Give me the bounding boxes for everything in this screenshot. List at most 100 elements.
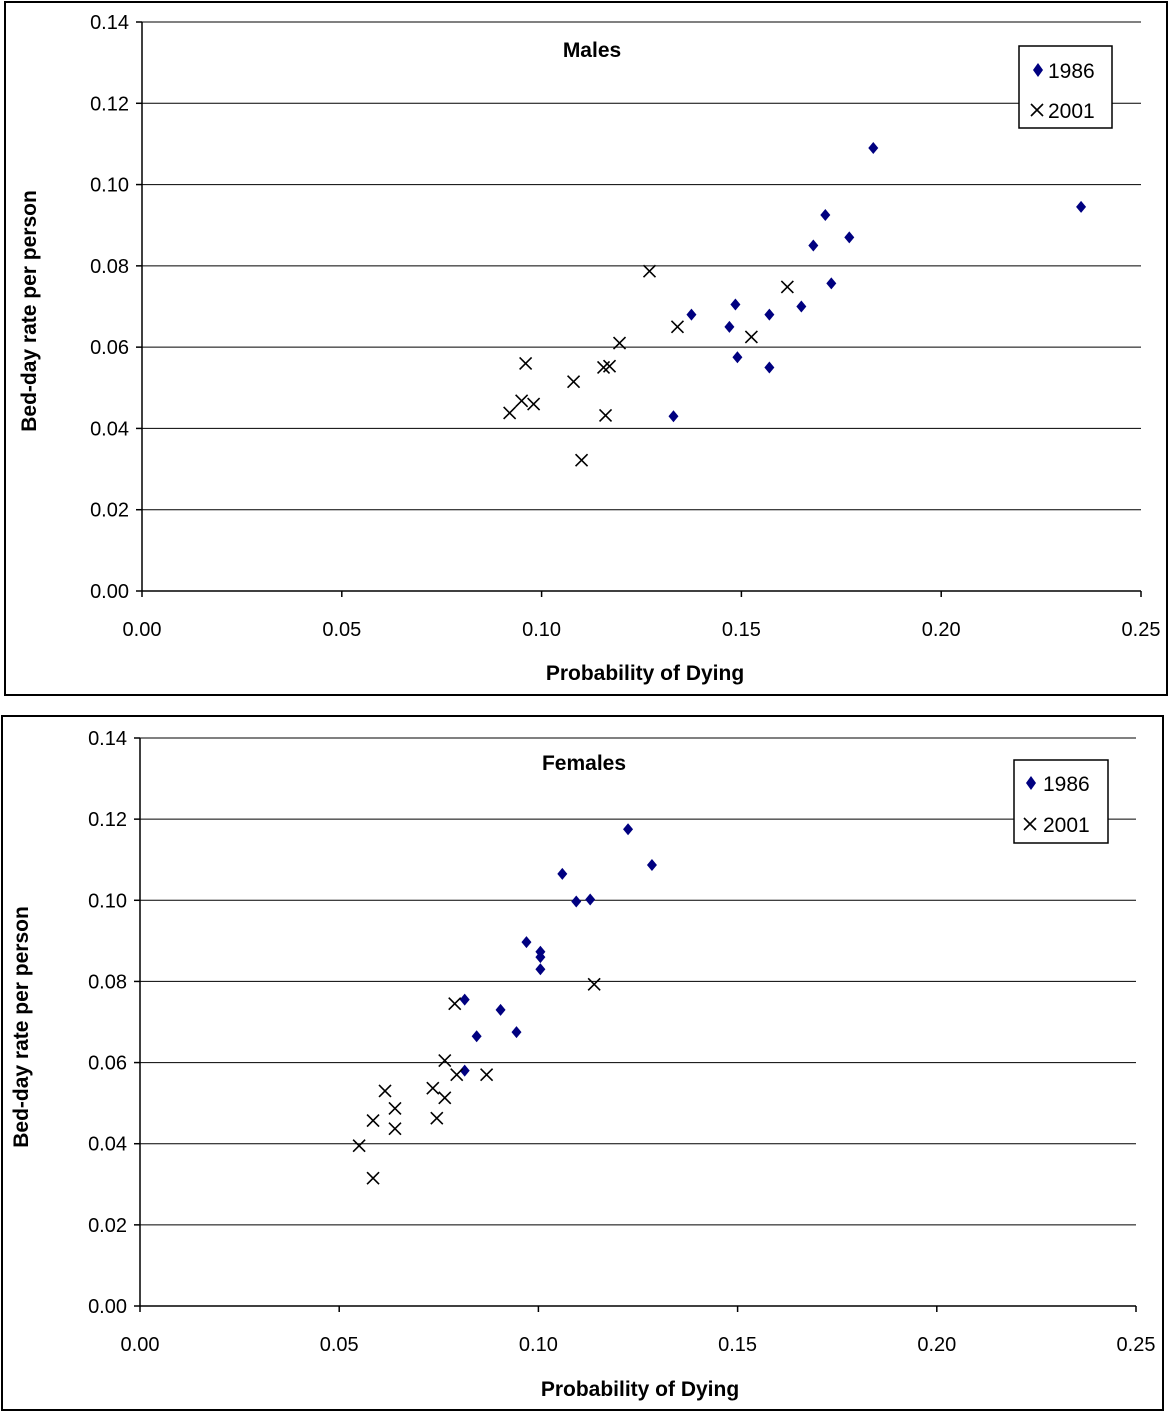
- point-1986-males: [686, 308, 697, 321]
- y-tick-label-females: 0.00: [88, 1296, 127, 1318]
- point-2001-males: [574, 453, 589, 467]
- point-2001-males: [642, 264, 657, 278]
- point-1986-males: [724, 320, 735, 333]
- y-tick-label-females: 0.04: [88, 1134, 127, 1156]
- x-tick-label-females: 0.10: [519, 1334, 558, 1356]
- point-1986-females: [535, 951, 546, 964]
- point-2001-females: [438, 1053, 452, 1068]
- point-2001-males: [670, 320, 685, 334]
- point-2001-males: [515, 394, 529, 408]
- point-2001-females: [388, 1122, 402, 1136]
- point-2001-males: [744, 330, 758, 344]
- point-2001-females: [426, 1081, 440, 1095]
- y-tick-label-males: 0.02: [90, 500, 129, 522]
- y-tick-label-males: 0.08: [90, 256, 129, 278]
- point-2001-females: [430, 1111, 444, 1125]
- point-1986-females: [646, 858, 657, 871]
- x-tick-label-males: 0.20: [922, 619, 961, 641]
- x-axis-title-females: Probability of Dying: [541, 1378, 739, 1401]
- point-2001-males: [567, 375, 581, 389]
- point-1986-females: [623, 823, 634, 836]
- point-2001-females: [450, 1068, 464, 1082]
- point-1986-males: [732, 351, 743, 364]
- x-tick-label-females: 0.05: [320, 1334, 359, 1356]
- point-1986-females: [459, 993, 470, 1006]
- point-1986-males: [808, 239, 819, 252]
- point-1986-females: [511, 1026, 522, 1039]
- y-tick-label-males: 0.12: [90, 93, 129, 115]
- y-tick-label-females: 0.10: [88, 890, 127, 912]
- y-axis-title-males: Bed-day rate per person: [18, 190, 41, 432]
- x-tick-label-females: 0.15: [718, 1334, 757, 1356]
- point-2001-females: [438, 1091, 452, 1105]
- y-tick-labels-females: 0.00 0.02 0.04 0.06 0.08 0.10 0.12 0.14: [88, 728, 140, 1318]
- y-tick-label-males: 0.06: [90, 337, 129, 359]
- chart-title-females: Females: [542, 752, 626, 775]
- y-tick-label-males: 0.04: [90, 418, 129, 440]
- y-tick-labels-males: 0.00 0.02 0.04 0.06 0.08 0.10 0.12 0.14: [90, 12, 142, 603]
- x-tick-label-females: 0.00: [121, 1334, 160, 1356]
- point-2001-females: [366, 1171, 380, 1185]
- y-tick-label-females: 0.14: [88, 728, 127, 750]
- point-2001-females: [388, 1101, 402, 1115]
- legend-box-females: [1013, 759, 1109, 844]
- gridlines-females: [140, 737, 1136, 1226]
- x-tick-label-females: 0.20: [917, 1334, 956, 1356]
- point-1986-females: [571, 895, 582, 908]
- y-axis-title-females: Bed-day rate per person: [10, 906, 33, 1148]
- point-1986-males: [820, 209, 831, 222]
- x-tick-label-males: 0.00: [123, 619, 162, 641]
- point-2001-females: [378, 1084, 392, 1098]
- y-tick-label-females: 0.08: [88, 971, 127, 993]
- point-1986-males: [764, 361, 775, 374]
- point-1986-males: [844, 231, 855, 244]
- point-1986-males: [826, 277, 837, 290]
- point-2001-females: [366, 1114, 380, 1128]
- y-tick-label-males: 0.00: [90, 581, 129, 603]
- gridlines-males: [142, 21, 1141, 511]
- point-1986-females: [495, 1003, 506, 1016]
- point-2001-males: [780, 280, 794, 294]
- data-points-males: [503, 141, 1087, 467]
- y-tick-label-males: 0.14: [90, 12, 129, 34]
- legend-males: 1986 2001: [1018, 45, 1113, 129]
- point-1986-females: [459, 1064, 470, 1077]
- chart-males: 0.000.020.040.060.080.100.120.14 0.00 0.0…: [4, 1, 1168, 696]
- legend-females: 1986 2001: [1013, 759, 1109, 844]
- x-tick-labels-females: 0.00 0.05 0.10 0.15 0.20 0.25: [121, 1306, 1156, 1356]
- point-1986-females: [557, 867, 568, 880]
- point-1986-males: [1076, 200, 1087, 213]
- legend-diamond-marker-males: [1033, 63, 1043, 77]
- point-1986-males: [868, 141, 879, 154]
- x-tick-label-males: 0.15: [722, 619, 761, 641]
- legend-diamond-marker-females: [1026, 776, 1036, 790]
- x-axis-title-males: Probability of Dying: [546, 662, 744, 685]
- data-points-females: [352, 823, 657, 1185]
- y-tick-label-females: 0.02: [88, 1215, 127, 1237]
- point-1986-males: [796, 300, 807, 313]
- legend-x-marker-females: [1023, 817, 1037, 831]
- point-2001-males: [527, 397, 541, 411]
- y-tick-label-females: 0.12: [88, 809, 127, 831]
- legend-label-1986-males: 1986: [1048, 60, 1095, 83]
- point-2001-males: [503, 406, 517, 420]
- legend-x-marker-males: [1030, 103, 1044, 117]
- point-1986-males: [730, 298, 741, 311]
- point-2001-females: [352, 1139, 366, 1153]
- point-2001-females: [587, 977, 601, 991]
- point-1986-females: [471, 1030, 482, 1043]
- point-1986-males: [764, 308, 775, 321]
- x-tick-label-females: 0.25: [1117, 1334, 1156, 1356]
- chart-frame-males: [4, 1, 1168, 696]
- legend-label-2001-females: 2001: [1043, 814, 1090, 837]
- point-1986-females: [585, 893, 596, 906]
- point-2001-males: [519, 356, 533, 370]
- legend-label-1986-females: 1986: [1043, 773, 1090, 796]
- point-2001-males: [598, 408, 613, 422]
- point-1986-males: [668, 410, 679, 423]
- y-tick-label-females: 0.06: [88, 1053, 127, 1075]
- point-2001-males: [602, 359, 617, 373]
- point-1986-females: [521, 936, 532, 949]
- point-1986-females: [535, 963, 546, 976]
